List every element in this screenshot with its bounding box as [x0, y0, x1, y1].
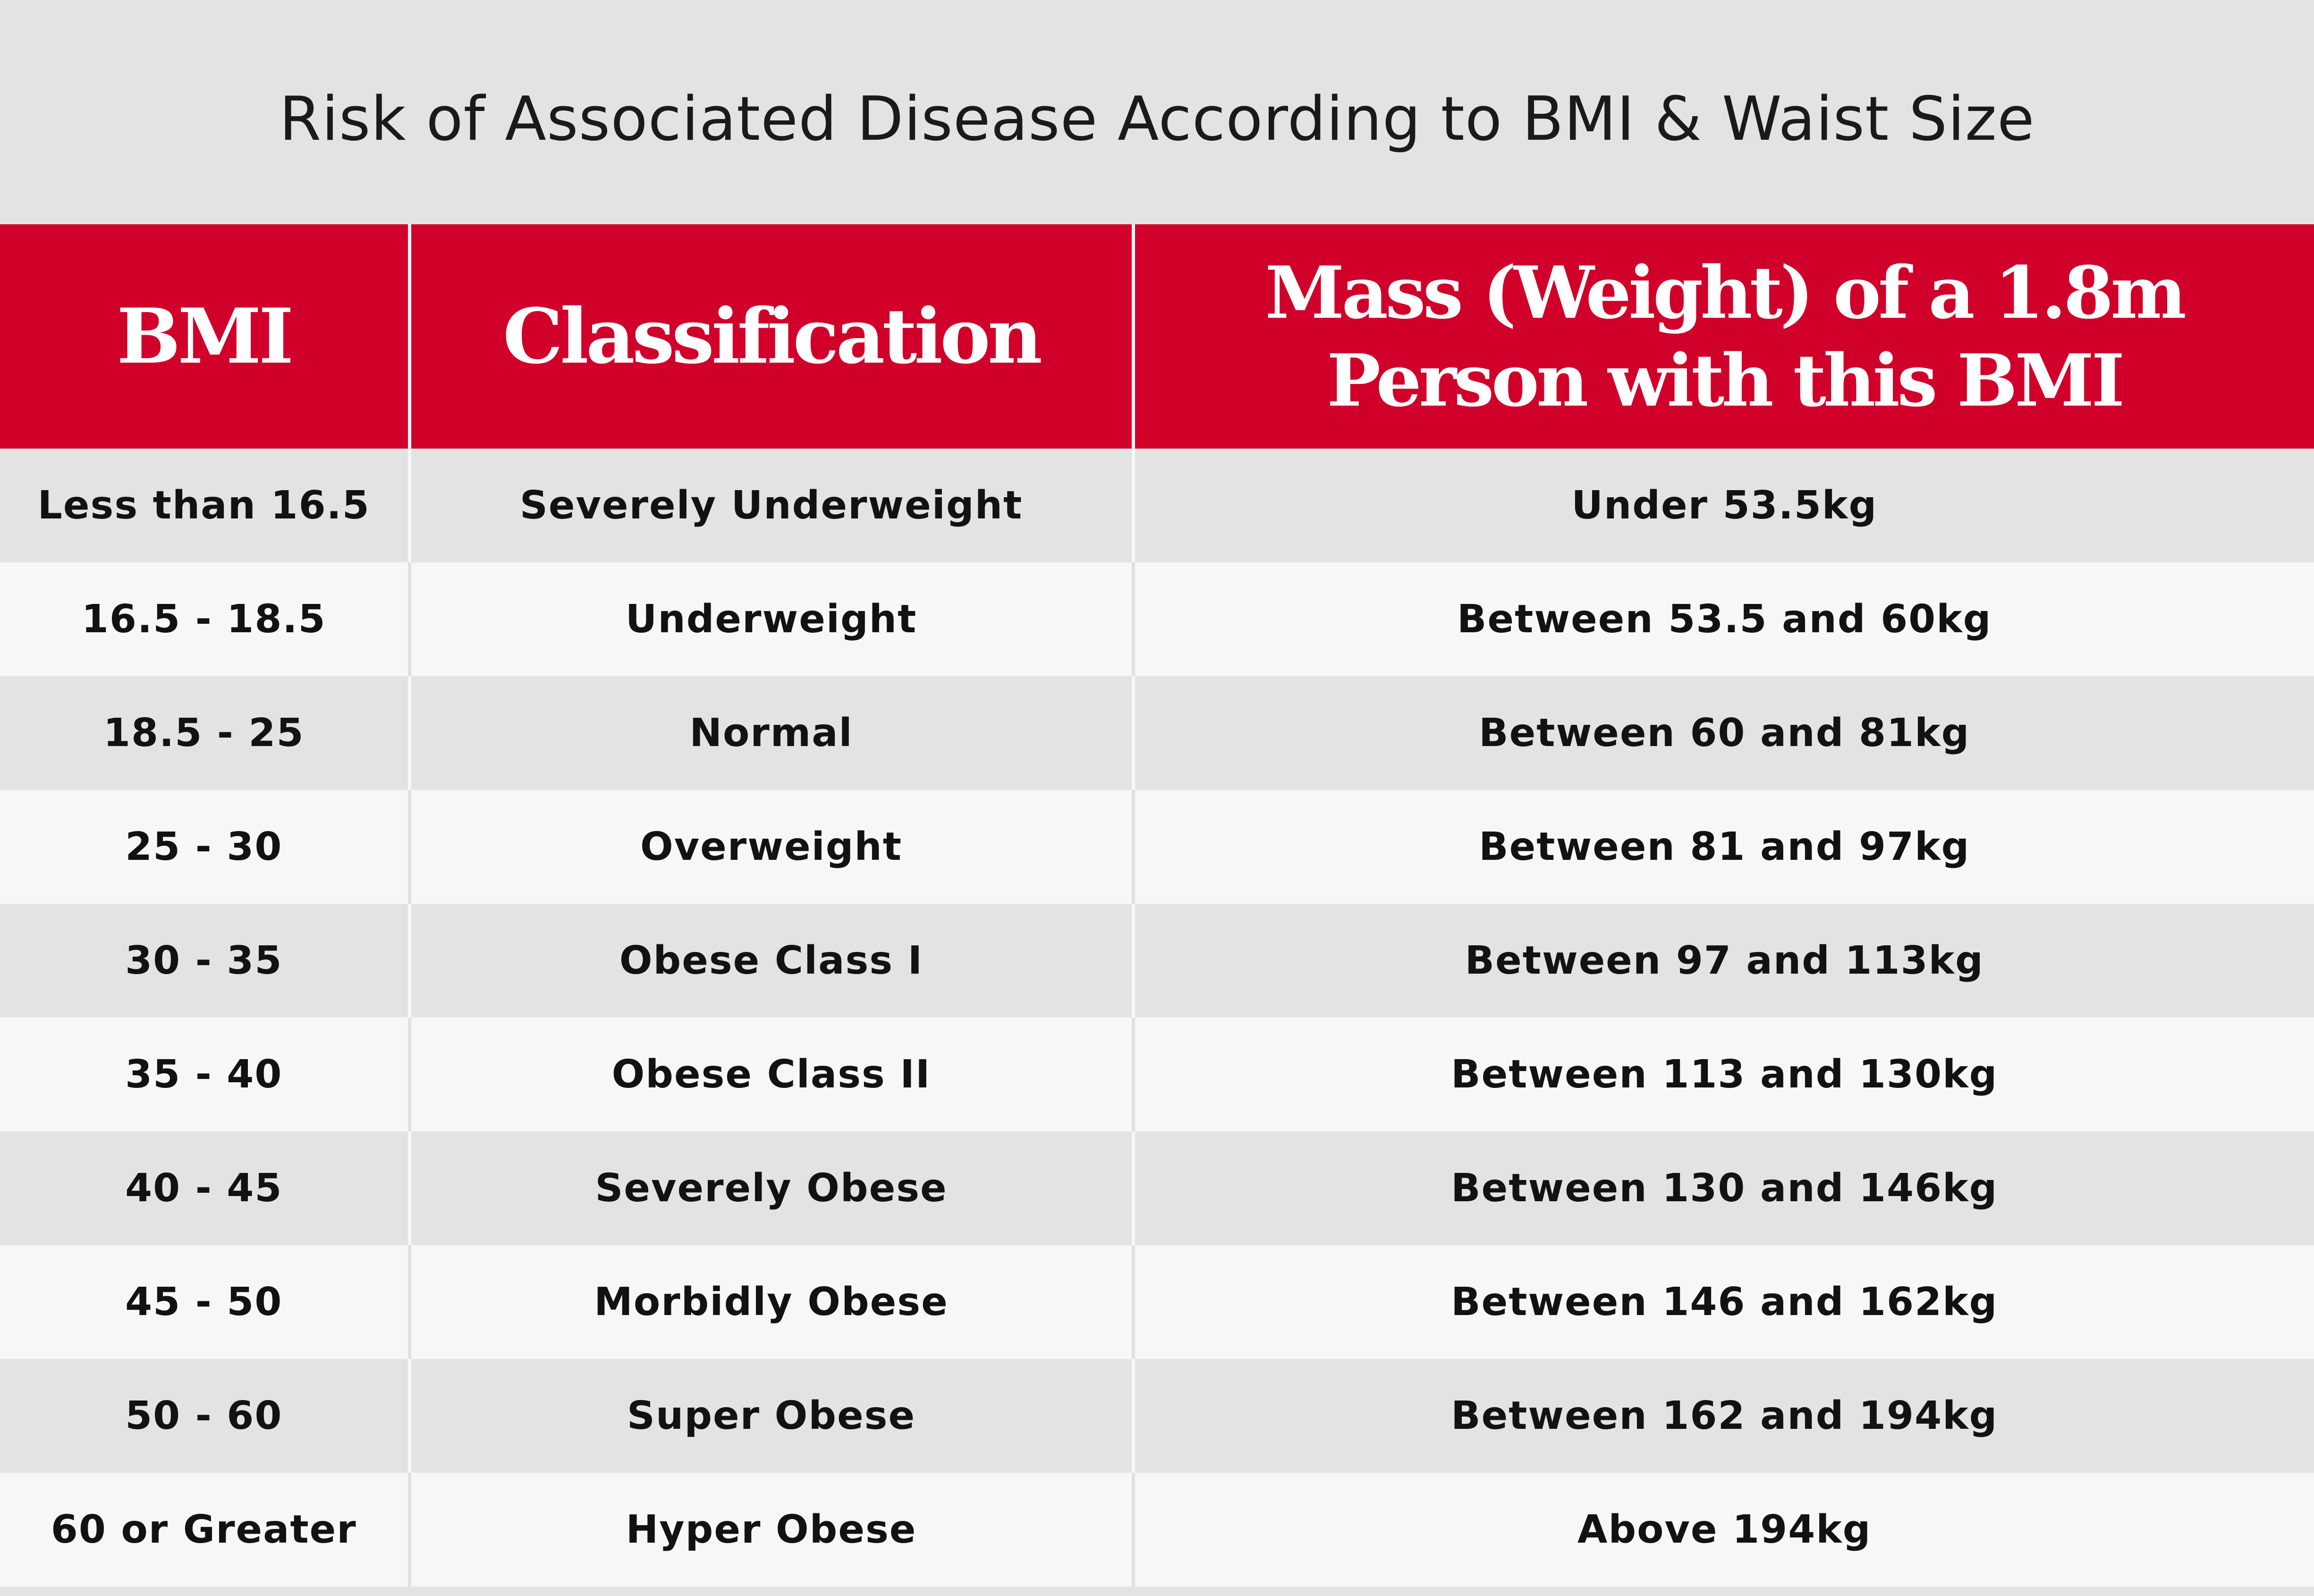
- bmi-cell: 35 - 40: [0, 1018, 409, 1131]
- table-header: BMI Classification Mass (Weight) of a 1.…: [0, 224, 2314, 449]
- table-row: 16.5 - 18.5 Underweight Between 53.5 and…: [0, 562, 2314, 676]
- table-row: 40 - 45 Severely Obese Between 130 and 1…: [0, 1131, 2314, 1245]
- classification-cell: Obese Class I: [407, 904, 1133, 1018]
- table-row: 50 - 60 Super Obese Between 162 and 194k…: [0, 1359, 2314, 1473]
- bmi-cell: 60 or Greater: [0, 1473, 409, 1587]
- mass-cell: Between 130 and 146kg: [1131, 1131, 2314, 1245]
- bmi-table: BMI Classification Mass (Weight) of a 1.…: [0, 224, 2314, 1587]
- classification-cell: Normal: [407, 676, 1133, 790]
- classification-cell: Super Obese: [407, 1359, 1133, 1473]
- mass-cell: Between 146 and 162kg: [1131, 1245, 2314, 1359]
- classification-cell: Underweight: [407, 562, 1133, 676]
- classification-cell: Severely Obese: [407, 1131, 1133, 1245]
- mass-cell: Under 53.5kg: [1131, 449, 2314, 562]
- header-row: BMI Classification Mass (Weight) of a 1.…: [0, 224, 2314, 449]
- header-classification: Classification: [407, 224, 1133, 449]
- classification-cell: Overweight: [407, 790, 1133, 904]
- mass-cell: Between 81 and 97kg: [1131, 790, 2314, 904]
- bmi-cell: 50 - 60: [0, 1359, 409, 1473]
- bmi-cell: Less than 16.5: [0, 449, 409, 562]
- bmi-cell: 30 - 35: [0, 904, 409, 1018]
- table-row: Less than 16.5 Severely Underweight Unde…: [0, 449, 2314, 562]
- mass-cell: Between 162 and 194kg: [1131, 1359, 2314, 1473]
- classification-cell: Severely Underweight: [407, 449, 1133, 562]
- bmi-cell: 25 - 30: [0, 790, 409, 904]
- bmi-cell: 16.5 - 18.5: [0, 562, 409, 676]
- table-row: 18.5 - 25 Normal Between 60 and 81kg: [0, 676, 2314, 790]
- mass-cell: Between 97 and 113kg: [1131, 904, 2314, 1018]
- page-title: Risk of Associated Disease According to …: [279, 84, 2035, 154]
- table-row: 45 - 50 Morbidly Obese Between 146 and 1…: [0, 1245, 2314, 1359]
- header-mass: Mass (Weight) of a 1.8m Person with this…: [1131, 224, 2314, 449]
- mass-cell: Between 60 and 81kg: [1131, 676, 2314, 790]
- classification-cell: Hyper Obese: [407, 1473, 1133, 1587]
- bmi-cell: 45 - 50: [0, 1245, 409, 1359]
- classification-cell: Morbidly Obese: [407, 1245, 1133, 1359]
- table-row: 60 or Greater Hyper Obese Above 194kg: [0, 1473, 2314, 1587]
- table-row: 30 - 35 Obese Class I Between 97 and 113…: [0, 904, 2314, 1018]
- table-row: 35 - 40 Obese Class II Between 113 and 1…: [0, 1018, 2314, 1131]
- table-body: Less than 16.5 Severely Underweight Unde…: [0, 449, 2314, 1587]
- bmi-cell: 18.5 - 25: [0, 676, 409, 790]
- classification-cell: Obese Class II: [407, 1018, 1133, 1131]
- header-bmi: BMI: [0, 224, 409, 449]
- mass-cell: Above 194kg: [1131, 1473, 2314, 1587]
- table-row: 25 - 30 Overweight Between 81 and 97kg: [0, 790, 2314, 904]
- bmi-cell: 40 - 45: [0, 1131, 409, 1245]
- title-band: Risk of Associated Disease According to …: [0, 0, 2314, 224]
- mass-cell: Between 113 and 130kg: [1131, 1018, 2314, 1131]
- mass-cell: Between 53.5 and 60kg: [1131, 562, 2314, 676]
